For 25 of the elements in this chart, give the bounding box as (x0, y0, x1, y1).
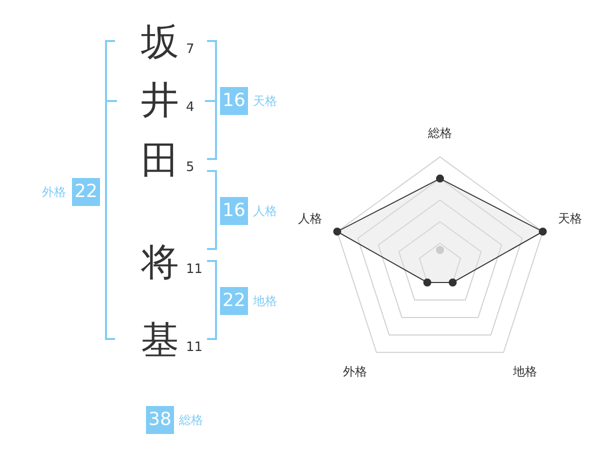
category-label: 井 (140, 78, 180, 122)
text: 16 (220, 197, 248, 225)
text: 総格 (179, 413, 203, 427)
spoke-label: 地格 (512, 364, 537, 379)
category-label: 将 (140, 240, 180, 284)
text: 22 (220, 287, 248, 315)
category-label: 基 (140, 318, 180, 362)
data-label: 4 (186, 100, 194, 116)
data-label: 7 (186, 42, 194, 58)
text: 地格 (253, 294, 277, 308)
data-label: 11 (186, 340, 203, 356)
text: 外格 (42, 185, 66, 199)
category-label: 坂 (140, 20, 180, 64)
text: 22 (72, 178, 100, 206)
spoke-label: 天格 (558, 212, 582, 226)
text: 16 (220, 87, 248, 115)
text: 人格 (253, 204, 277, 218)
spoke-label: 総格 (427, 126, 452, 140)
text: 天格 (253, 94, 277, 108)
data-label: 5 (186, 160, 194, 176)
text: 38 (146, 406, 174, 434)
spoke-label: 外格 (343, 364, 368, 379)
category-label: 田 (140, 138, 180, 182)
spoke-label: 人格 (298, 212, 322, 226)
data-label: 11 (186, 262, 203, 278)
